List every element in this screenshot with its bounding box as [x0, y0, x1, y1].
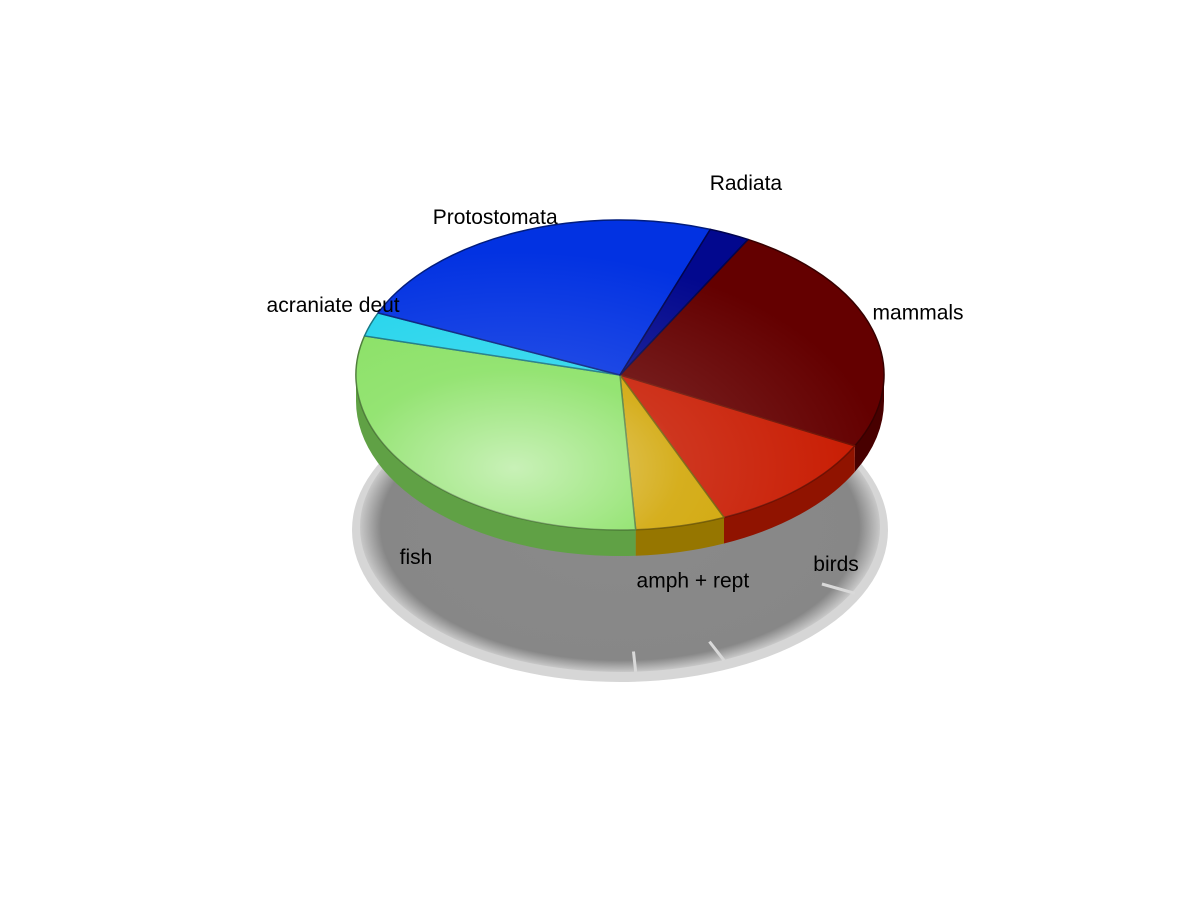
pie-label-amph-rept: amph + rept [637, 570, 750, 593]
pie-label-fish: fish [400, 546, 433, 569]
pie-slices [356, 220, 884, 530]
pie-label-protostomata: Protostomata [433, 206, 558, 229]
pie-label-birds: birds [813, 553, 859, 576]
pie-label-acraniate-deut: acraniate deut [267, 294, 400, 317]
pie-gloss [356, 220, 884, 530]
pie-label-mammals: mammals [873, 302, 964, 325]
pie-label-radiata: Radiata [710, 172, 783, 195]
